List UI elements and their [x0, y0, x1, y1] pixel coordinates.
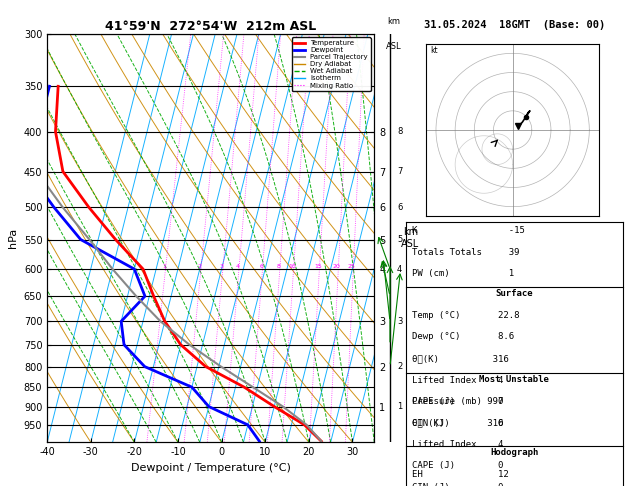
- Text: 8: 8: [397, 127, 403, 136]
- Text: 3: 3: [397, 317, 403, 326]
- Text: 6: 6: [397, 203, 403, 212]
- Text: CAPE (J)        0: CAPE (J) 0: [412, 461, 504, 470]
- Text: 1: 1: [163, 264, 167, 269]
- Text: 10: 10: [289, 264, 296, 269]
- Y-axis label: km
ASL: km ASL: [401, 227, 420, 249]
- Text: 6: 6: [259, 264, 264, 269]
- Text: Totals Totals     39: Totals Totals 39: [412, 247, 520, 257]
- Text: 5: 5: [397, 235, 402, 244]
- Text: 4: 4: [236, 264, 240, 269]
- Text: 2: 2: [397, 362, 402, 371]
- Text: Lifted Index    4: Lifted Index 4: [412, 440, 504, 449]
- Text: 1: 1: [397, 402, 402, 411]
- Text: CIN (J)         0: CIN (J) 0: [412, 419, 504, 428]
- Text: 15: 15: [314, 264, 322, 269]
- Text: 3: 3: [220, 264, 224, 269]
- Text: CAPE (J)        0: CAPE (J) 0: [412, 398, 504, 406]
- Text: 31.05.2024  18GMT  (Base: 00): 31.05.2024 18GMT (Base: 00): [423, 20, 605, 30]
- Legend: Temperature, Dewpoint, Parcel Trajectory, Dry Adiabat, Wet Adiabat, Isotherm, Mi: Temperature, Dewpoint, Parcel Trajectory…: [292, 37, 370, 91]
- Text: 2: 2: [198, 264, 202, 269]
- Text: Lifted Index    4: Lifted Index 4: [412, 376, 504, 385]
- Text: θᴇ(K)          316: θᴇ(K) 316: [412, 354, 509, 363]
- Text: Dewp (°C)       8.6: Dewp (°C) 8.6: [412, 332, 515, 342]
- Text: PW (cm)           1: PW (cm) 1: [412, 269, 515, 278]
- Text: Pressure (mb) 997: Pressure (mb) 997: [412, 397, 504, 405]
- Text: 25: 25: [348, 264, 356, 269]
- Y-axis label: hPa: hPa: [8, 228, 18, 248]
- Text: EH              12: EH 12: [412, 470, 509, 479]
- Text: θᴇ (K)        316: θᴇ (K) 316: [412, 418, 504, 427]
- Text: Surface: Surface: [496, 289, 533, 298]
- Text: 4: 4: [397, 264, 402, 274]
- Text: Temp (°C)       22.8: Temp (°C) 22.8: [412, 311, 520, 320]
- Text: kt: kt: [430, 46, 438, 55]
- Text: K                 -15: K -15: [412, 226, 525, 235]
- Text: Hodograph: Hodograph: [490, 449, 538, 457]
- Text: Most Unstable: Most Unstable: [479, 375, 549, 384]
- Text: 20: 20: [333, 264, 341, 269]
- X-axis label: Dewpoint / Temperature (°C): Dewpoint / Temperature (°C): [131, 463, 291, 473]
- Text: CIN (J)         0: CIN (J) 0: [412, 483, 504, 486]
- Text: 8: 8: [277, 264, 281, 269]
- Text: km: km: [387, 17, 400, 26]
- Text: 7: 7: [397, 167, 403, 176]
- Title: 41°59'N  272°54'W  212m ASL: 41°59'N 272°54'W 212m ASL: [105, 20, 316, 33]
- Text: ASL: ASL: [386, 42, 401, 51]
